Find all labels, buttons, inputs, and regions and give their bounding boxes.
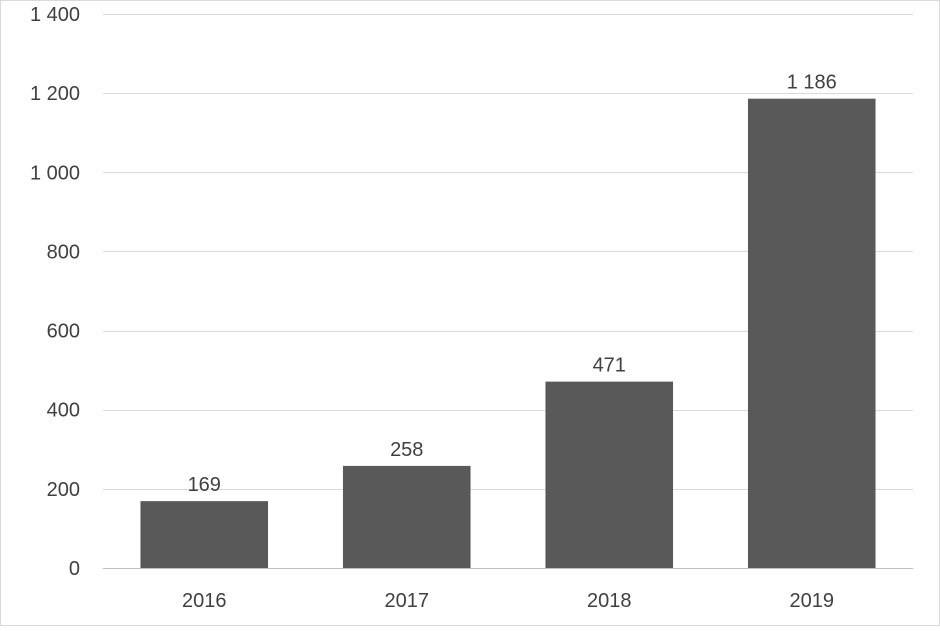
y-axis-tick-labels: 0 200 400 600 800 1 000 1 200 1 400 [30, 4, 80, 580]
bars [140, 98, 876, 568]
y-tick-label: 0 [69, 558, 80, 580]
y-tick-label: 800 [47, 241, 80, 263]
data-labels: 169 258 471 1 186 [188, 72, 837, 496]
y-tick-label: 1 000 [30, 162, 80, 184]
x-tick-label-2018: 2018 [587, 590, 632, 612]
x-tick-label-2016: 2016 [182, 590, 227, 612]
bar-2018 [545, 381, 674, 568]
bar-2019 [747, 98, 876, 568]
data-label-2017: 258 [390, 439, 423, 461]
data-label-2019: 1 186 [787, 72, 837, 94]
y-tick-label: 600 [47, 321, 80, 343]
bar-2016 [140, 501, 269, 568]
y-tick-label: 1 400 [30, 4, 80, 26]
y-tick-label: 1 200 [30, 83, 80, 105]
y-tick-label: 400 [47, 400, 80, 422]
data-label-2016: 169 [188, 474, 221, 496]
x-tick-label-2017: 2017 [385, 590, 430, 612]
data-label-2018: 471 [593, 355, 626, 377]
y-tick-label: 200 [47, 479, 80, 501]
x-axis-category-labels: 2016 2017 2018 2019 [182, 590, 834, 612]
x-tick-label-2019: 2019 [790, 590, 835, 612]
bar-2017 [342, 465, 471, 568]
